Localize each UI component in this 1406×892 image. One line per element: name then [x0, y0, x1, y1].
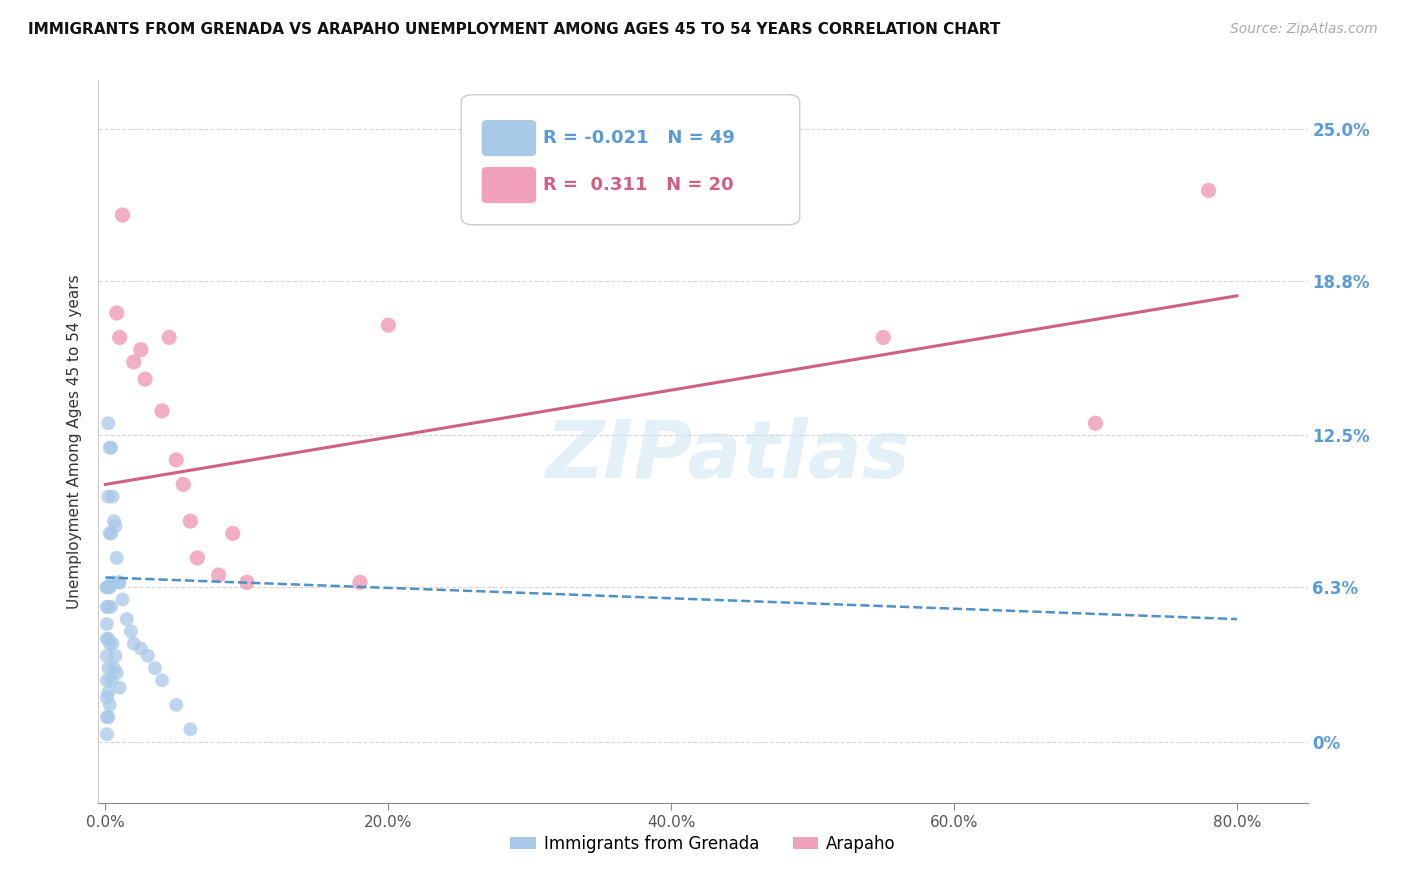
Text: R = -0.021   N = 49: R = -0.021 N = 49 — [543, 129, 735, 147]
Point — [100, 441, 122, 455]
Point — [120, 624, 142, 639]
Point — [172, 477, 194, 491]
Point — [150, 404, 173, 418]
Point — [98, 526, 121, 541]
Point — [96, 690, 118, 705]
Text: ZIPatlas: ZIPatlas — [544, 417, 910, 495]
Point — [96, 599, 118, 614]
Point — [186, 550, 208, 565]
Point — [157, 330, 180, 344]
Point — [115, 612, 138, 626]
Point — [97, 685, 120, 699]
Point — [101, 637, 124, 651]
Point — [108, 330, 131, 344]
FancyBboxPatch shape — [482, 120, 536, 156]
Point — [129, 343, 152, 357]
Point — [97, 632, 120, 646]
Point — [143, 661, 166, 675]
Point — [150, 673, 173, 688]
FancyBboxPatch shape — [482, 167, 536, 203]
Text: R =  0.311   N = 20: R = 0.311 N = 20 — [543, 176, 734, 194]
Point — [103, 514, 125, 528]
Point — [872, 330, 894, 344]
Point — [97, 580, 120, 594]
Point — [98, 580, 121, 594]
Text: IMMIGRANTS FROM GRENADA VS ARAPAHO UNEMPLOYMENT AMONG AGES 45 TO 54 YEARS CORREL: IMMIGRANTS FROM GRENADA VS ARAPAHO UNEMP… — [28, 22, 1001, 37]
Point — [100, 599, 122, 614]
Point — [129, 641, 152, 656]
Point — [96, 648, 118, 663]
Point — [1084, 416, 1107, 430]
Text: Source: ZipAtlas.com: Source: ZipAtlas.com — [1230, 22, 1378, 37]
Point — [134, 372, 156, 386]
Point — [96, 632, 118, 646]
Point — [97, 416, 120, 430]
Point — [100, 673, 122, 688]
Point — [236, 575, 259, 590]
Point — [105, 665, 128, 680]
Point — [179, 723, 201, 737]
Point — [108, 575, 131, 590]
Point — [96, 710, 118, 724]
Point — [108, 681, 131, 695]
Point — [165, 698, 187, 712]
Legend: Immigrants from Grenada, Arapaho: Immigrants from Grenada, Arapaho — [503, 828, 903, 860]
Point — [111, 208, 134, 222]
Point — [207, 568, 229, 582]
Point — [165, 453, 187, 467]
Point — [111, 592, 134, 607]
Point — [104, 648, 127, 663]
Point — [136, 648, 159, 663]
Point — [96, 580, 118, 594]
Point — [179, 514, 201, 528]
Point — [122, 637, 145, 651]
Point — [104, 519, 127, 533]
Point — [105, 550, 128, 565]
Y-axis label: Unemployment Among Ages 45 to 54 years: Unemployment Among Ages 45 to 54 years — [67, 274, 83, 609]
Point — [98, 637, 121, 651]
Point — [122, 355, 145, 369]
Point — [96, 580, 118, 594]
Point — [97, 661, 120, 675]
Point — [377, 318, 399, 333]
Point — [222, 526, 245, 541]
Point — [100, 526, 122, 541]
FancyBboxPatch shape — [461, 95, 800, 225]
Point — [101, 575, 124, 590]
Point — [107, 575, 129, 590]
Point — [105, 306, 128, 320]
Point — [96, 673, 118, 688]
Point — [349, 575, 371, 590]
Point — [96, 727, 118, 741]
Point — [101, 490, 124, 504]
Point — [98, 441, 121, 455]
Point — [103, 661, 125, 675]
Point — [97, 490, 120, 504]
Point — [96, 617, 118, 632]
Point — [97, 599, 120, 614]
Point — [98, 698, 121, 712]
Point — [97, 710, 120, 724]
Point — [1198, 184, 1220, 198]
